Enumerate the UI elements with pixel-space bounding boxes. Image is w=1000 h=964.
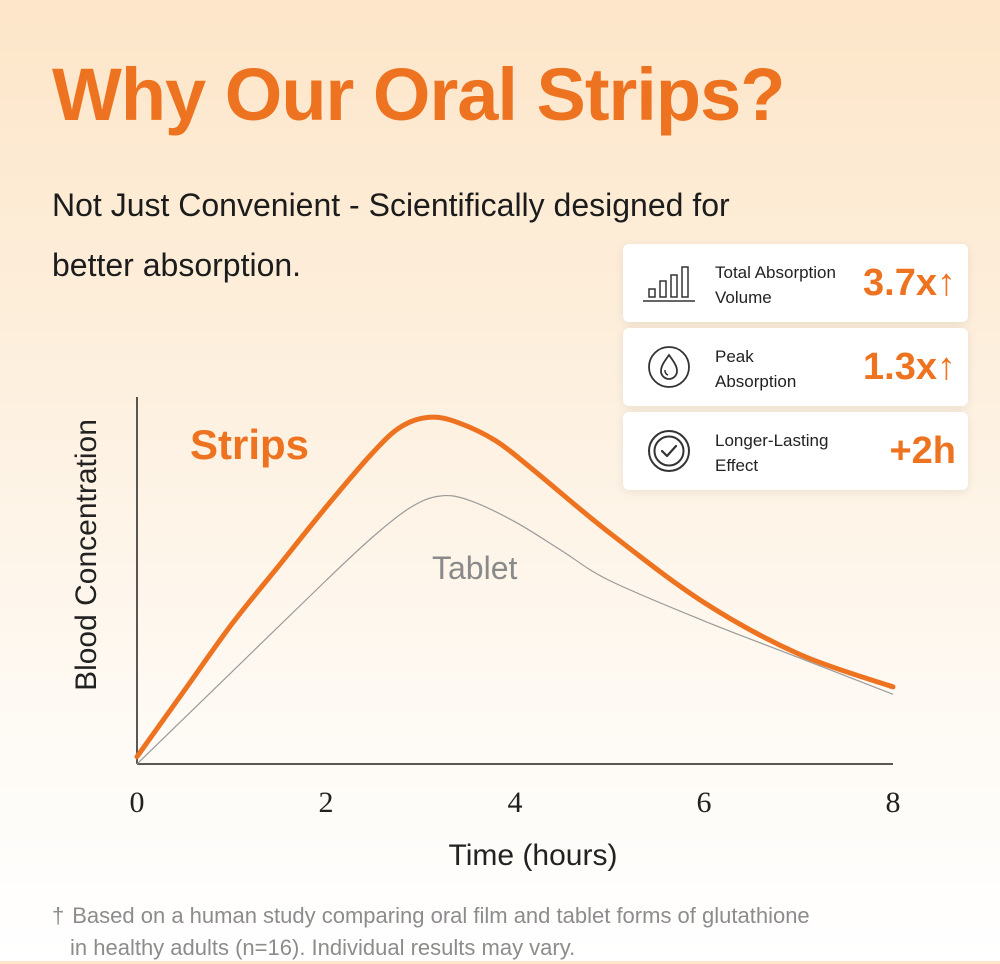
x-tick-label: 4 <box>508 786 523 819</box>
x-axis-label: Time (hours) <box>449 839 618 872</box>
stat-label: Total Absorption Volume <box>715 263 836 307</box>
check-circle-icon <box>641 429 697 473</box>
stats-cards: Total Absorption Volume 3.7x↑ Peak Absor… <box>623 244 968 496</box>
stat-value: +2h <box>889 430 956 472</box>
stat-value: 1.3x↑ <box>863 346 956 388</box>
stat-label: Longer-Lasting Effect <box>715 431 829 475</box>
stat-card-total-absorption: Total Absorption Volume 3.7x↑ <box>623 244 968 322</box>
subtitle-line-2: better absorption. <box>52 247 302 283</box>
page-title: Why Our Oral Strips? <box>52 53 785 136</box>
stat-card-longer-lasting: Longer-Lasting Effect +2h <box>623 412 968 490</box>
x-tick-label: 0 <box>130 786 145 819</box>
footnote-line-1: Based on a human study comparing oral fi… <box>72 903 810 928</box>
bar-chart-icon <box>641 261 697 305</box>
x-tick-label: 2 <box>319 786 334 819</box>
series-label-tablet: Tablet <box>432 550 518 586</box>
x-tick-label: 6 <box>697 786 712 819</box>
series-line-strips <box>134 414 896 760</box>
footnote-symbol: † <box>52 903 65 928</box>
series-line-tablet <box>136 494 894 765</box>
stat-card-peak-absorption: Peak Absorption 1.3x↑ <box>623 328 968 406</box>
footnote: † Based on a human study comparing oral f… <box>52 900 810 964</box>
subtitle-line-1: Not Just Convenient - Scientifically des… <box>52 187 730 223</box>
y-axis-label: Blood Concentration <box>70 419 103 691</box>
stat-label: Peak Absorption <box>715 347 797 391</box>
footnote-line-2: in healthy adults (n=16). Individual res… <box>70 935 576 960</box>
series-label-strips: Strips <box>190 421 309 468</box>
page-subtitle: Not Just Convenient - Scientifically des… <box>52 175 812 295</box>
x-tick-label: 8 <box>886 786 901 819</box>
droplet-icon <box>641 345 697 389</box>
stat-value: 3.7x↑ <box>863 262 956 304</box>
